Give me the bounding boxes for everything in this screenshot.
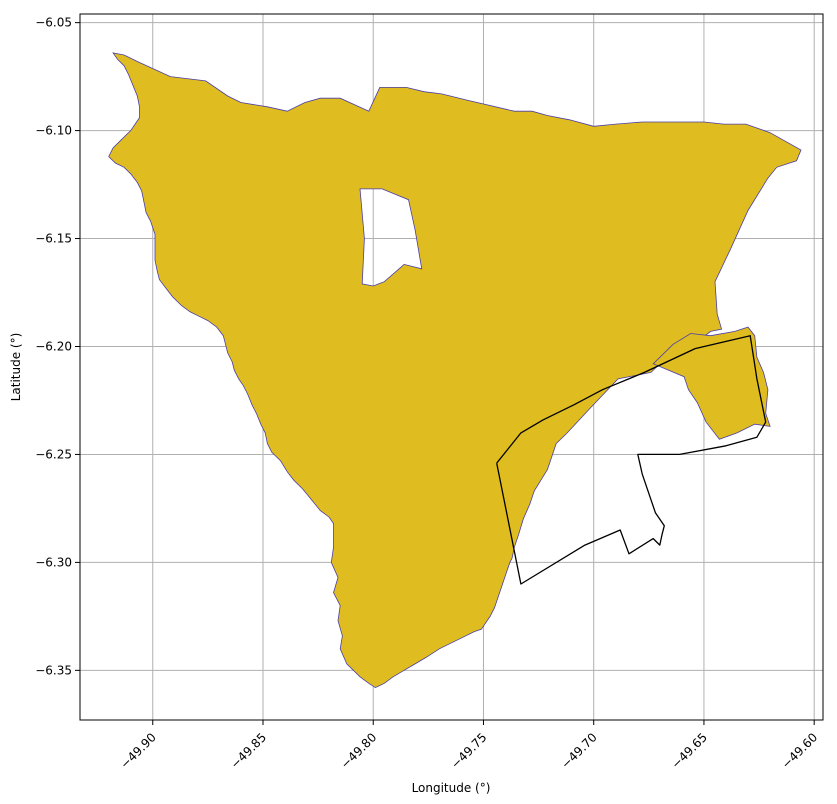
- x-tick-label: −49.60: [779, 730, 820, 771]
- x-axis-label: Longitude (°): [412, 781, 491, 795]
- x-tick-label: −49.80: [338, 730, 379, 771]
- y-axis-ticks: −6.05 −6.10 −6.15 −6.20 −6.25 −6.30 −6.35: [35, 16, 80, 677]
- y-tick-label: −6.35: [35, 663, 72, 677]
- y-axis-label: Latitude (°): [9, 333, 23, 402]
- x-axis-ticks: −49.90 −49.85 −49.80 −49.75 −49.70 −49.65 −49.…: [118, 720, 820, 772]
- x-tick-label: −49.85: [228, 730, 269, 771]
- boundary-outline-path: [496, 335, 767, 585]
- x-tick-label: −49.65: [669, 730, 710, 771]
- x-tick-label: −49.75: [448, 730, 489, 771]
- y-tick-label: −6.25: [35, 447, 72, 461]
- y-tick-label: −6.20: [35, 339, 72, 353]
- region-polygons: [108, 52, 802, 689]
- y-tick-label: −6.10: [35, 124, 72, 138]
- plot-frame: [79, 13, 824, 721]
- boundary-outline: [496, 335, 767, 585]
- x-tick-label: −49.90: [118, 730, 159, 771]
- main-region-polygon: [108, 52, 802, 689]
- y-tick-label: −6.05: [35, 16, 72, 30]
- y-tick-label: −6.30: [35, 555, 72, 569]
- y-tick-label: −6.15: [35, 232, 72, 246]
- x-tick-label: −49.70: [559, 730, 600, 771]
